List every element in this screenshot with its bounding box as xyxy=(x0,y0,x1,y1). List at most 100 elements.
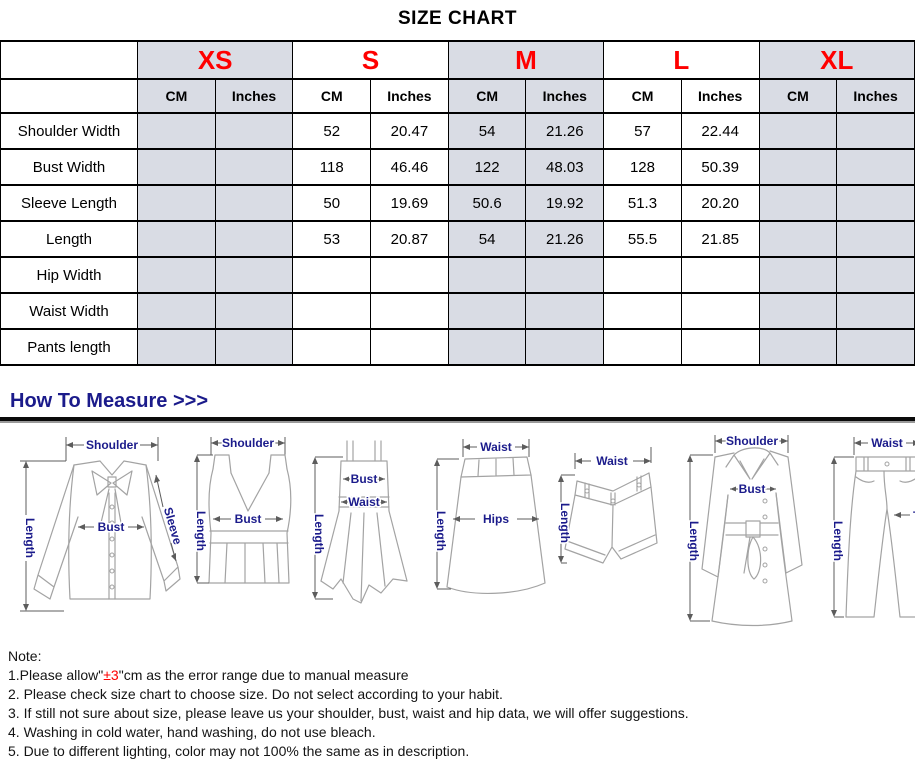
table-cell xyxy=(836,112,915,150)
table-cell: 20.20 xyxy=(680,184,760,222)
table-cell xyxy=(137,292,216,330)
table-cell xyxy=(758,148,838,186)
table-cell xyxy=(292,328,372,366)
cami-bust-label: Bust xyxy=(351,472,378,486)
table-cell: 122 xyxy=(447,148,527,186)
table-cell xyxy=(214,112,294,150)
table-cell xyxy=(680,328,760,366)
unit-header: CM xyxy=(292,78,372,114)
notes-section: Note: 1.Please allow"±3"cm as the error … xyxy=(0,637,915,761)
table-cell xyxy=(525,256,605,294)
table-cell xyxy=(680,256,760,294)
table-cell xyxy=(137,112,216,150)
table-cell: 19.92 xyxy=(525,184,605,222)
pants-figure: Waist Thigh Length xyxy=(830,435,915,618)
tank-bust-label: Bust xyxy=(235,512,262,526)
table-cell xyxy=(214,148,294,186)
table-cell xyxy=(836,292,915,330)
blouse-sleeve-label: Sleeve xyxy=(161,506,183,547)
table-cell: 46.46 xyxy=(370,148,449,186)
cami-dress-figure: Bust Waist Length xyxy=(311,440,408,604)
table-cell xyxy=(214,220,294,258)
table-row: Length 53 20.87 54 21.26 55.5 21.85 xyxy=(0,220,915,258)
blouse-length-label: Length xyxy=(23,518,37,558)
table-cell: 51.3 xyxy=(603,184,682,222)
table-cell xyxy=(137,220,216,258)
table-cell xyxy=(447,256,527,294)
table-cell xyxy=(836,184,915,222)
blouse-bust-label: Bust xyxy=(98,520,125,534)
table-cell xyxy=(214,256,294,294)
size-header-m: M xyxy=(447,40,605,80)
table-cell xyxy=(603,328,682,366)
tank-shoulder-label: Shoulder xyxy=(222,436,274,450)
table-cell xyxy=(137,256,216,294)
table-cell xyxy=(214,328,294,366)
note-line-2: 2. Please check size chart to choose siz… xyxy=(8,686,503,702)
table-cell xyxy=(370,256,449,294)
shorts-length-label: Length xyxy=(558,503,572,543)
table-cell xyxy=(292,292,372,330)
notes-heading: Note: xyxy=(8,648,42,664)
table-cell xyxy=(137,184,216,222)
table-cell xyxy=(836,220,915,258)
table-row: Pants length xyxy=(0,328,915,366)
table-cell xyxy=(758,292,838,330)
table-cell: 48.03 xyxy=(525,148,605,186)
unit-header: CM xyxy=(447,78,527,114)
table-cell xyxy=(758,184,838,222)
tank-length-label: Length xyxy=(194,511,208,551)
note-line-1: 1.Please allow"±3"cm as the error range … xyxy=(8,666,915,685)
table-cell xyxy=(137,328,216,366)
skirt-figure: Waist Hips Length xyxy=(433,439,546,594)
size-header-xs: XS xyxy=(136,40,294,80)
size-header-l: L xyxy=(603,40,760,80)
table-cell: 54 xyxy=(447,112,527,150)
shorts-waist-label: Waist xyxy=(596,454,628,468)
table-cell xyxy=(758,112,838,150)
table-cell: 19.69 xyxy=(370,184,449,222)
table-cell: 118 xyxy=(292,148,372,186)
cami-waist-label: Waist xyxy=(348,495,380,509)
table-cell xyxy=(525,292,605,330)
table-cell xyxy=(447,328,527,366)
skirt-hips-label: Hips xyxy=(483,512,509,526)
shorts-figure: Waist Length xyxy=(557,447,658,564)
unit-header: Inches xyxy=(680,78,760,114)
table-cell: 50.6 xyxy=(447,184,527,222)
skirt-waist-label: Waist xyxy=(480,440,512,454)
coat-length-label: Length xyxy=(687,521,701,561)
row-label: Sleeve Length xyxy=(0,184,138,222)
table-cell: 52 xyxy=(292,112,372,150)
blouse-figure: Shoulder Bust Sleeve Length xyxy=(20,437,183,612)
table-cell xyxy=(447,292,527,330)
table-cell: 50 xyxy=(292,184,372,222)
table-cell: 55.5 xyxy=(603,220,682,258)
measure-figures: Shoulder Bust Sleeve Length Shoulder Bus… xyxy=(0,423,915,637)
note-line-1-suffix: "cm as the error range due to manual mea… xyxy=(118,667,409,683)
row-label: Waist Width xyxy=(0,292,138,330)
note-line-3: 3. If still not sure about size, please … xyxy=(8,705,689,721)
table-cell xyxy=(680,292,760,330)
table-cell xyxy=(758,328,838,366)
row-label: Hip Width xyxy=(0,256,138,294)
table-cell: 53 xyxy=(292,220,372,258)
table-cell: 21.26 xyxy=(525,112,605,150)
unit-header: CM xyxy=(603,78,682,114)
table-cell xyxy=(525,328,605,366)
pants-length-label: Length xyxy=(831,521,845,561)
unit-header: Inches xyxy=(214,78,294,114)
table-cell: 57 xyxy=(603,112,682,150)
table-cell xyxy=(214,184,294,222)
row-label: Length xyxy=(0,220,138,258)
table-cell xyxy=(758,220,838,258)
table-cell xyxy=(370,328,449,366)
corner-cell xyxy=(0,40,138,80)
coat-shoulder-label: Shoulder xyxy=(726,434,778,448)
table-cell xyxy=(603,292,682,330)
size-chart-table: XS S M L XL CM Inches CM Inches CM Inche… xyxy=(0,40,915,366)
page-title: SIZE CHART xyxy=(398,8,517,29)
pants-thigh-label: Thigh xyxy=(913,510,915,522)
coat-bust-label: Bust xyxy=(739,482,766,496)
table-cell xyxy=(214,292,294,330)
